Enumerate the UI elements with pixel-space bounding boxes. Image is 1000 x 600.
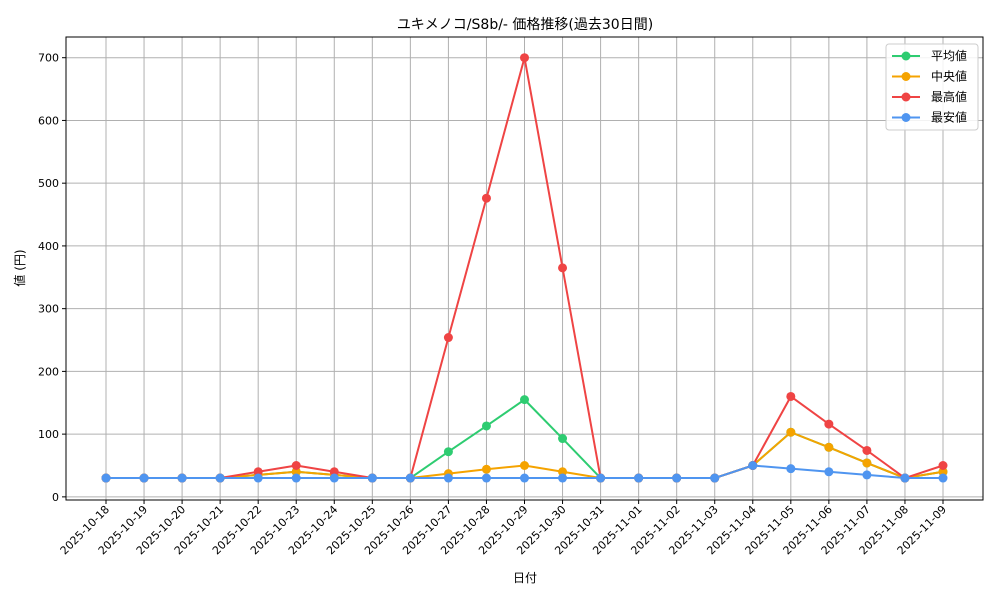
data-point <box>786 464 796 474</box>
data-point <box>672 473 682 483</box>
data-point <box>786 427 796 437</box>
data-point <box>253 467 263 477</box>
legend-label: 平均値 <box>931 48 967 63</box>
data-point <box>405 473 415 483</box>
x-axis-title: 日付 <box>513 571 537 585</box>
series-lines <box>101 53 948 483</box>
legend-label: 最高値 <box>931 89 967 104</box>
data-point <box>481 421 491 431</box>
data-point <box>215 473 225 483</box>
data-point <box>824 467 834 477</box>
y-tick-label: 100 <box>38 428 59 441</box>
y-tick-label: 300 <box>38 303 59 316</box>
data-point <box>786 391 796 401</box>
data-point <box>481 464 491 474</box>
data-point <box>634 473 644 483</box>
data-point <box>253 473 263 483</box>
y-tick-label: 400 <box>38 240 59 253</box>
y-tick-label: 600 <box>38 114 59 127</box>
data-point <box>481 473 491 483</box>
data-point <box>558 473 568 483</box>
data-point <box>329 473 339 483</box>
data-point <box>329 467 339 477</box>
grid <box>66 37 983 500</box>
data-point <box>748 460 758 470</box>
legend-marker <box>901 113 911 122</box>
data-point <box>900 473 910 483</box>
data-point <box>558 263 568 273</box>
data-point <box>862 458 872 468</box>
y-tick-label: 700 <box>38 52 59 65</box>
series-3 <box>101 460 948 483</box>
data-point <box>443 473 453 483</box>
legend-marker <box>901 51 911 61</box>
x-axis: 2025-10-182025-10-192025-10-202025-10-21… <box>58 500 949 557</box>
data-point <box>824 442 834 452</box>
data-point <box>443 447 453 457</box>
data-point <box>862 445 872 455</box>
legend-label: 最安値 <box>931 110 967 125</box>
data-point <box>520 460 529 470</box>
data-point <box>596 473 606 483</box>
chart-title: ユキメノコ/S8b/- 価格推移(過去30日間) <box>397 17 653 33</box>
data-point <box>139 473 149 483</box>
data-point <box>558 434 568 444</box>
data-point <box>824 419 834 429</box>
y-tick-label: 0 <box>52 491 59 504</box>
data-point <box>938 467 948 477</box>
data-point <box>481 193 491 203</box>
data-point <box>558 467 568 477</box>
data-point <box>291 473 301 483</box>
legend-marker <box>901 92 911 102</box>
data-point <box>710 473 720 483</box>
data-point <box>291 460 301 470</box>
data-point <box>367 473 377 483</box>
y-tick-label: 500 <box>38 177 59 190</box>
y-tick-label: 200 <box>38 365 59 378</box>
data-point <box>291 467 301 477</box>
legend-box <box>885 43 979 131</box>
data-point <box>520 395 529 405</box>
data-point <box>938 473 948 483</box>
data-point <box>520 473 529 483</box>
data-point <box>443 333 453 343</box>
data-point <box>101 473 111 483</box>
legend-label: 中央値 <box>931 69 967 84</box>
data-point <box>520 53 529 63</box>
y-axis-title: 値 (円) <box>12 249 27 286</box>
y-axis: 0 100 200 300 400 500 600 700 <box>38 52 66 504</box>
data-point <box>177 473 187 483</box>
data-point <box>938 460 948 470</box>
data-point <box>862 470 872 480</box>
legend-marker <box>901 72 911 81</box>
